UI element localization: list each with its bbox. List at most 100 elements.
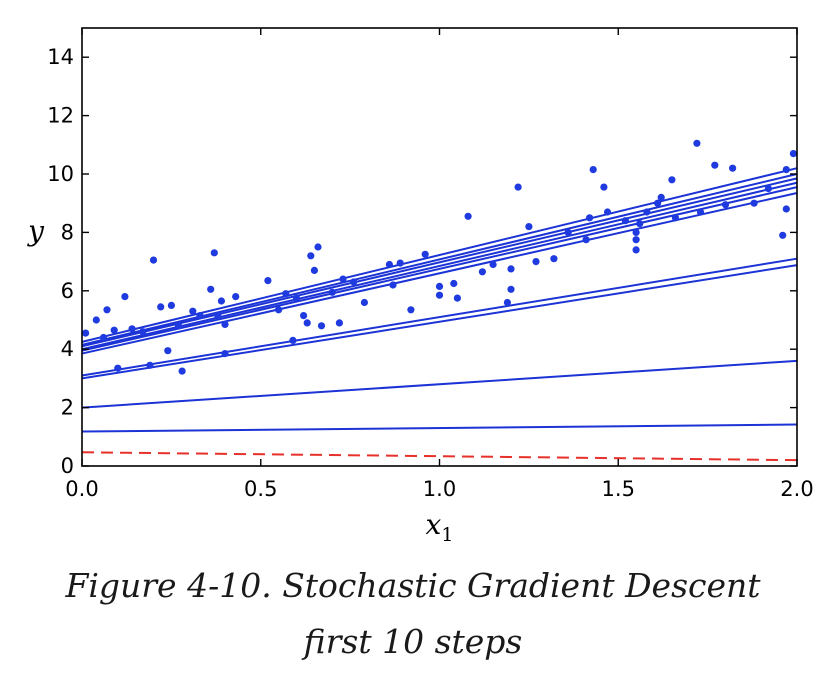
data-point [178, 367, 186, 375]
data-point [453, 294, 461, 302]
y-tick-label: 10 [47, 162, 74, 186]
data-point [564, 228, 572, 236]
data-point [128, 325, 136, 333]
data-point [729, 164, 737, 172]
data-points [82, 139, 798, 375]
data-point [525, 223, 533, 231]
data-point [632, 236, 640, 244]
data-point [189, 307, 197, 315]
data-point [671, 214, 680, 222]
data-point [764, 185, 773, 193]
data-point [532, 258, 540, 266]
data-point [478, 268, 486, 276]
data-point [507, 285, 515, 293]
sgd-chart: 0.0 0.5 1.0 1.5 2.0 0 2 4 6 8 10 12 14 y x1 [26, 27, 814, 546]
data-point [157, 303, 165, 311]
data-point [514, 183, 522, 191]
data-point [407, 306, 415, 314]
data-point [503, 298, 511, 307]
data-point [654, 199, 662, 207]
data-point [167, 301, 175, 309]
data-point [92, 316, 100, 324]
data-point [389, 281, 397, 289]
sgd-step-line-10 [81, 167, 798, 343]
x-tick-label: 1.5 [602, 477, 635, 501]
data-point [335, 319, 343, 327]
data-point [721, 201, 730, 209]
data-point [360, 298, 368, 307]
figure-caption-line-2: first 10 steps [303, 622, 523, 661]
x-tick-label: 1.0 [423, 477, 456, 501]
initial-prediction-line [81, 451, 798, 462]
data-point [110, 326, 118, 334]
data-point [435, 291, 444, 299]
data-point [121, 293, 129, 301]
data-point [489, 260, 497, 269]
data-point [782, 166, 790, 174]
sgd-step-line-3 [81, 264, 798, 380]
data-point [350, 278, 358, 286]
axis-ticks [81, 28, 798, 467]
tick-labels: 0.0 0.5 1.0 1.5 2.0 0 2 4 6 8 10 12 14 [47, 45, 813, 501]
data-point [300, 312, 308, 320]
data-point [603, 208, 612, 216]
data-point [632, 228, 640, 236]
data-point [232, 293, 240, 301]
data-point [103, 306, 111, 314]
data-point [207, 285, 215, 293]
sgd-step-line-5 [81, 192, 798, 355]
data-point [292, 294, 301, 302]
sgd-step-line-6 [81, 186, 798, 352]
y-tick-label: 4 [61, 337, 74, 361]
data-point [217, 297, 225, 305]
data-point [282, 290, 290, 298]
data-point [339, 275, 347, 283]
data-point [507, 265, 515, 273]
data-point [696, 208, 705, 216]
data-point [174, 322, 183, 330]
x-tick-label: 0.5 [244, 477, 277, 501]
data-point [82, 329, 90, 337]
data-point [114, 364, 122, 372]
data-point [450, 279, 458, 288]
data-point [643, 208, 651, 216]
y-tick-label: 14 [47, 45, 74, 69]
y-tick-label: 12 [47, 104, 74, 128]
data-point [589, 166, 597, 174]
data-point [310, 266, 318, 274]
data-point [693, 139, 701, 147]
data-point [99, 333, 108, 342]
data-point [586, 214, 594, 222]
data-point [464, 212, 472, 220]
data-point [149, 256, 158, 264]
data-point [139, 328, 147, 336]
x-axis-label: x1 [426, 508, 454, 546]
figure-caption-line-1: Figure 4-10. Stochastic Gradient Descent [65, 566, 761, 605]
data-point [264, 277, 272, 285]
data-point [789, 150, 798, 158]
y-tick-label: 6 [61, 279, 74, 303]
data-point [214, 312, 222, 320]
data-point [582, 236, 590, 244]
y-tick-label: 8 [61, 220, 74, 244]
data-point [621, 217, 630, 225]
data-point [385, 260, 393, 269]
y-tick-label: 0 [61, 454, 74, 478]
data-point [289, 336, 297, 344]
regression-lines [81, 167, 798, 462]
y-axis-label: y [26, 214, 45, 247]
data-point [779, 231, 787, 239]
data-point [782, 205, 790, 213]
sgd-step-line-2 [81, 359, 798, 409]
y-tick-label: 2 [61, 396, 74, 420]
data-point [307, 252, 315, 260]
data-point [221, 320, 229, 328]
data-point [396, 259, 404, 267]
sgd-step-line-4 [81, 257, 798, 377]
data-point [750, 199, 758, 207]
data-point [435, 282, 444, 290]
data-point [303, 319, 311, 327]
data-point [164, 347, 172, 355]
data-point [636, 220, 644, 228]
x-tick-label: 2.0 [780, 477, 813, 501]
